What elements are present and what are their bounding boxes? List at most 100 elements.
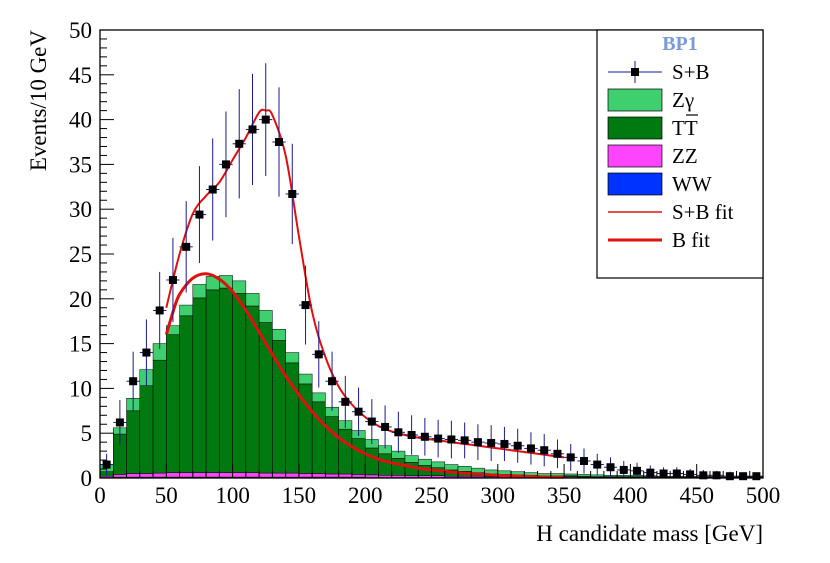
y-tick-label: 0 <box>81 466 93 491</box>
legend-ww-swatch <box>607 172 663 196</box>
data-marker <box>314 350 323 359</box>
data-marker <box>129 377 138 386</box>
data-point-425 <box>656 467 671 478</box>
legend-zz-swatch <box>607 144 663 168</box>
data-point-475 <box>723 471 737 481</box>
data-point-365 <box>577 448 591 474</box>
data-marker <box>752 472 761 481</box>
data-point-45 <box>153 271 167 349</box>
bar-zgamma-bin-260 <box>444 464 459 471</box>
bar-ttbar-bin-60 <box>179 315 194 473</box>
bar-zz-bin-80 <box>205 472 220 478</box>
data-marker <box>367 417 376 426</box>
data-marker <box>606 463 615 472</box>
legend-label-zgamma: Zγ <box>672 88 694 112</box>
data-point-255 <box>431 419 445 458</box>
data-marker <box>593 460 602 469</box>
data-point-415 <box>643 465 657 478</box>
data-point-245 <box>418 417 432 456</box>
legend: BP1 S+B Zγ TT ZZ WW S+B fit B fit <box>596 29 764 279</box>
legend-label-zz: ZZ <box>672 144 698 168</box>
data-marker <box>566 453 575 462</box>
data-point-105 <box>232 89 246 199</box>
bar-zz-bin-200 <box>364 474 379 478</box>
data-point-395 <box>617 460 631 478</box>
data-point-315 <box>511 428 525 463</box>
bar-ttbar-bin-40 <box>152 359 167 474</box>
data-marker <box>487 439 496 448</box>
data-point-465 <box>709 470 724 480</box>
bar-ttbar-bin-90 <box>219 287 233 473</box>
y-axis-title: Events/10 GeV <box>26 30 51 172</box>
y-tick-label: 5 <box>81 421 93 446</box>
data-point-195 <box>351 387 366 436</box>
x-tick-label: 400 <box>613 483 648 508</box>
bar-zgamma-bin-110 <box>245 293 260 307</box>
legend-entry-sb: S+B <box>608 60 710 84</box>
bar-ttbar-bin-100 <box>232 293 247 473</box>
data-point-175 <box>325 351 339 411</box>
x-tick-label: 300 <box>481 483 516 508</box>
legend-zgamma-swatch <box>607 88 663 112</box>
bar-zz-bin-180 <box>338 473 353 478</box>
data-marker <box>672 469 681 478</box>
bar-zgamma-bin-350 <box>563 473 578 477</box>
data-point-355 <box>564 443 578 471</box>
data-marker <box>460 436 469 445</box>
x-tick-label: 150 <box>282 483 317 508</box>
b-fit-curve <box>164 272 565 479</box>
bar-ttbar-bin-20 <box>126 410 141 474</box>
data-marker <box>142 348 151 357</box>
data-point-75 <box>192 166 207 263</box>
data-point-445 <box>683 469 697 479</box>
bar-zgamma-bin-250 <box>431 461 446 468</box>
y-tick-label: 25 <box>69 242 92 267</box>
bar-zgamma-bin-230 <box>404 455 419 463</box>
y-tick-label: 45 <box>69 63 92 88</box>
bar-zz-bin-160 <box>311 473 326 478</box>
bar-zz-bin-110 <box>245 472 260 478</box>
data-point-55 <box>166 237 180 323</box>
data-point-265 <box>444 420 459 459</box>
bar-zz-bin-100 <box>232 472 247 478</box>
y-tick-label: 15 <box>69 332 92 357</box>
bar-zz-bin-60 <box>179 472 194 478</box>
bar-zgamma-bin-270 <box>457 466 472 472</box>
data-marker <box>328 377 337 386</box>
data-point-5 <box>100 453 114 476</box>
bar-zgamma-bin-100 <box>232 280 247 294</box>
x-tick-label: 50 <box>155 483 178 508</box>
data-point-185 <box>338 375 352 428</box>
legend-label-ww: WW <box>672 172 712 196</box>
data-point-375 <box>590 453 604 476</box>
data-marker <box>513 441 522 450</box>
bar-ttbar-bin-180 <box>338 428 353 475</box>
x-tick-label: 100 <box>215 483 250 508</box>
data-point-165 <box>312 321 326 388</box>
data-marker <box>102 460 111 469</box>
legend-sb-marker <box>631 68 639 76</box>
x-tick-label: 250 <box>414 483 449 508</box>
data-marker <box>407 430 416 439</box>
data-marker <box>235 139 244 148</box>
data-point-225 <box>391 411 405 453</box>
data-point-335 <box>537 434 551 467</box>
data-point-85 <box>206 138 220 241</box>
data-point-125 <box>259 63 273 177</box>
data-marker <box>619 465 628 474</box>
data-point-275 <box>458 422 472 459</box>
bar-zgamma-bin-120 <box>258 310 273 323</box>
data-marker <box>261 115 270 124</box>
bar-zz-bin-240 <box>417 475 432 478</box>
data-marker <box>633 466 642 475</box>
x-tick-label: 0 <box>94 483 106 508</box>
data-marker <box>725 472 734 481</box>
data-marker <box>434 434 443 443</box>
bar-zz-bin-150 <box>298 473 313 478</box>
bar-zz-bin-120 <box>258 472 273 478</box>
data-point-305 <box>497 426 512 461</box>
bar-ttbar-bin-170 <box>325 416 339 475</box>
data-marker <box>579 456 588 465</box>
y-tick-label: 20 <box>69 287 92 312</box>
data-point-135 <box>272 87 286 197</box>
